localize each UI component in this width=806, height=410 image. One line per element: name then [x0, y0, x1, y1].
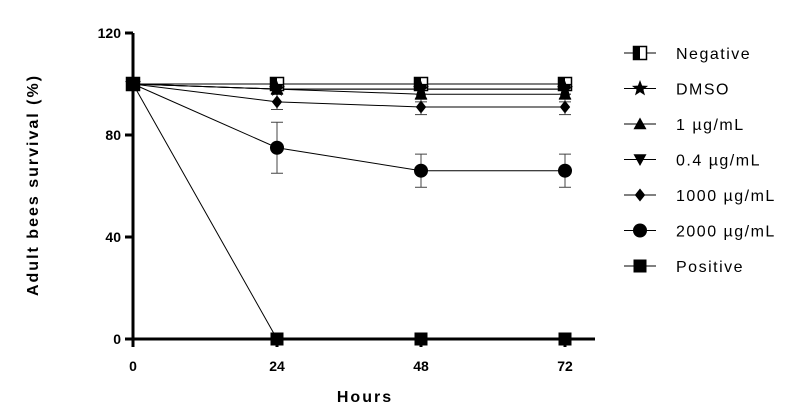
legend-item: 0.4 µg/mL [624, 153, 761, 170]
legend-marker [634, 188, 646, 202]
legend-label: 1000 µg/mL [676, 188, 776, 205]
legend-marker [632, 45, 648, 61]
legend-marker [631, 80, 649, 96]
x-axis-title: Hours [337, 389, 393, 406]
legend-label: DMSO [676, 82, 730, 99]
y-tick-label: 120 [98, 25, 122, 41]
legend-label: 0.4 µg/mL [676, 153, 761, 170]
y-axis-title: Adult bees survival (%) [25, 74, 42, 296]
data-point [558, 83, 572, 96]
data-point [270, 140, 284, 155]
axes: 0 40 80 120 0 24 48 72 [98, 25, 595, 374]
y-tick-label: 40 [105, 229, 121, 245]
series-markers-2 [126, 77, 572, 100]
series-6 [132, 83, 565, 340]
legend-item: DMSO [624, 80, 730, 99]
y-tick-label: 80 [105, 127, 121, 143]
series-line [132, 83, 565, 340]
legend-marker [633, 154, 647, 166]
legend-marker [633, 117, 647, 130]
data-point [271, 95, 283, 109]
data-point [270, 83, 284, 96]
series-line [132, 83, 565, 172]
legend-item: Positive [624, 259, 744, 276]
legend-label: 2000 µg/mL [676, 224, 776, 241]
legend-marker [633, 223, 647, 238]
legend-label: Positive [676, 259, 744, 276]
legend-label: Negative [676, 46, 751, 63]
series-markers-3 [126, 78, 572, 96]
y-tick-label: 0 [113, 331, 121, 347]
data-point [558, 163, 572, 178]
x-tick-label: 0 [129, 358, 137, 374]
x-tick-label: 48 [413, 358, 429, 374]
series-0 [133, 78, 571, 90]
series-markers-4 [127, 77, 571, 114]
series-5 [132, 83, 571, 188]
data-point [559, 100, 571, 114]
legend-item: 2000 µg/mL [624, 223, 776, 241]
x-tick-label: 72 [557, 358, 573, 374]
data-point [414, 83, 428, 96]
plot-area [124, 75, 574, 346]
series-4 [132, 83, 571, 116]
legend-item: 1000 µg/mL [624, 188, 776, 205]
legend-item: Negative [624, 45, 751, 63]
series-line [132, 83, 565, 90]
legend-marker [633, 259, 647, 273]
series-line [132, 83, 565, 108]
series-markers-6 [126, 77, 572, 346]
legend-label: 1 µg/mL [676, 117, 745, 134]
legend: Negative DMSO 1 µg/mL 0.4 µg/mL 1000 µg/mL 20… [624, 45, 776, 276]
legend-item: 1 µg/mL [624, 117, 745, 134]
x-tick-label: 24 [269, 358, 285, 374]
data-point [415, 100, 427, 114]
series-3 [132, 83, 571, 95]
data-point [414, 163, 428, 178]
